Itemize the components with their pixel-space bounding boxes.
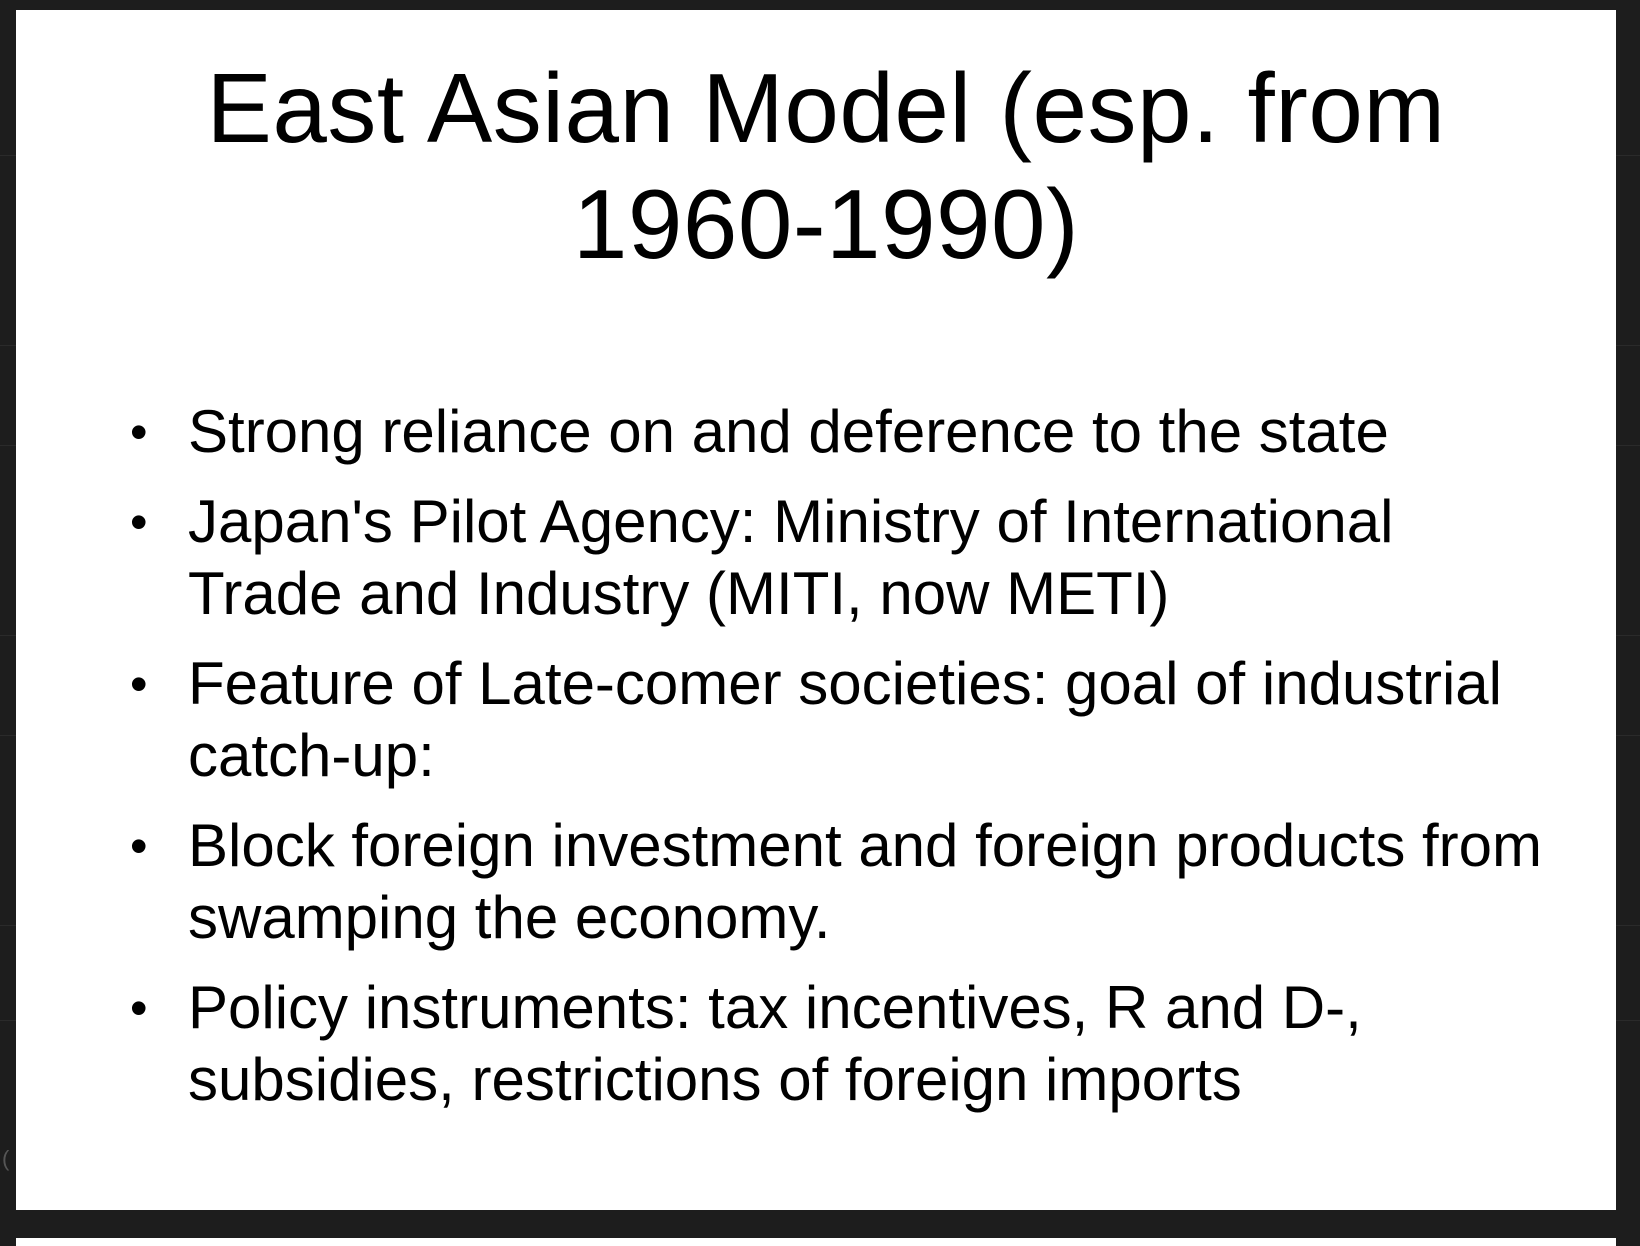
bullet-item: • Strong reliance on and deference to th… <box>116 396 1556 468</box>
bullet-text: Policy instruments: tax incentives, R an… <box>188 974 1362 1113</box>
bullet-marker: • <box>130 656 148 712</box>
bullet-marker: • <box>130 494 148 550</box>
bullet-item: • Japan's Pilot Agency: Ministry of Inte… <box>116 486 1556 630</box>
slide[interactable]: East Asian Model (esp. from 1960-1990) •… <box>16 10 1616 1210</box>
bullet-item: • Policy instruments: tax incentives, R … <box>116 972 1556 1116</box>
bullet-item: • Feature of Late-comer societies: goal … <box>116 648 1556 792</box>
bullet-item: • Block foreign investment and foreign p… <box>116 810 1556 954</box>
bullet-text: Japan's Pilot Agency: Ministry of Intern… <box>188 488 1394 627</box>
bullet-text: Block foreign investment and foreign pro… <box>188 812 1543 951</box>
slide-title: East Asian Model (esp. from 1960-1990) <box>206 53 1446 279</box>
bullet-text: Feature of Late-comer societies: goal of… <box>188 650 1502 789</box>
bullet-marker: • <box>130 818 148 874</box>
next-slide-thumbnail[interactable] <box>16 1238 1616 1246</box>
bullet-marker: • <box>130 404 148 460</box>
bullet-text: Strong reliance on and deference to the … <box>188 398 1389 465</box>
bullet-list: • Strong reliance on and deference to th… <box>116 396 1556 1134</box>
edge-glyph: ( <box>2 1146 10 1171</box>
bullet-marker: • <box>130 980 148 1036</box>
